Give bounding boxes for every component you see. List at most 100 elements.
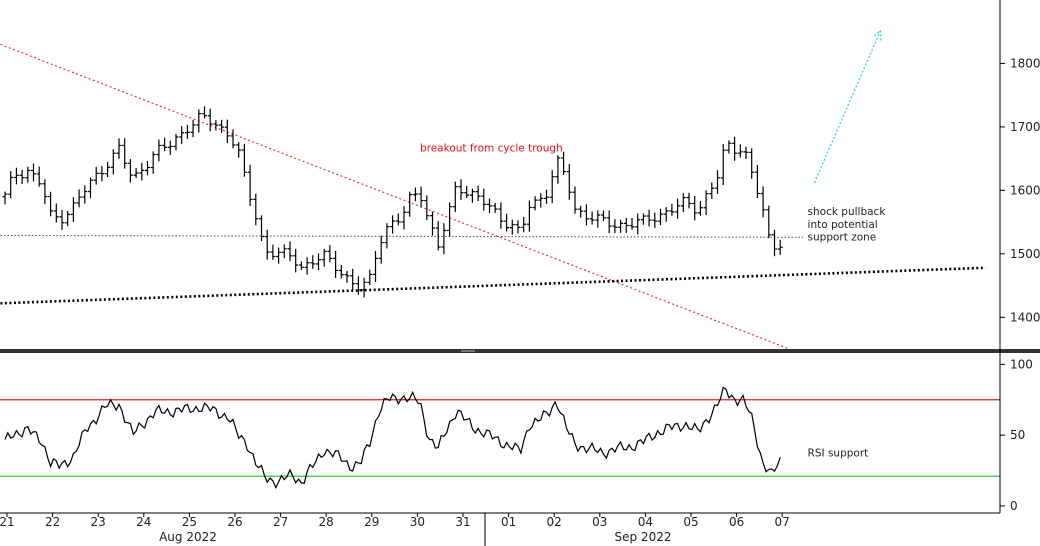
ohlc-bar <box>316 253 321 271</box>
price-y-tick-label: 1600 <box>1010 183 1040 197</box>
ohlc-bar <box>504 213 510 232</box>
ohlc-bar <box>19 169 25 184</box>
ohlc-bar <box>481 188 487 211</box>
ohlc-bar <box>544 189 549 204</box>
ohlc-bar <box>618 219 624 233</box>
ohlc-bar <box>521 216 527 233</box>
projection-arrow <box>813 30 882 184</box>
ohlc-bar <box>652 212 658 229</box>
ohlc-bar <box>561 151 567 175</box>
x-tick-label: 04 <box>638 515 653 529</box>
ohlc-bar <box>355 276 361 295</box>
ohlc-bar <box>726 140 732 154</box>
ohlc-bar <box>247 164 253 206</box>
ohlc-bar <box>190 119 196 138</box>
ohlc-bar <box>401 206 407 230</box>
ohlc-bar <box>179 126 185 144</box>
trendline-1 <box>0 266 986 305</box>
price-annotation: shock pullback <box>808 206 887 218</box>
ohlc-bar <box>464 185 470 198</box>
ohlc-bar <box>36 166 42 187</box>
ohlc-bar <box>492 202 498 213</box>
ohlc-bar <box>612 219 618 234</box>
ohlc-bar <box>509 219 515 235</box>
ohlc-bar <box>350 268 356 290</box>
rsi-y-tick-label: 0 <box>1010 499 1018 513</box>
ohlc-bar <box>167 140 173 155</box>
ohlc-bar <box>184 124 190 139</box>
x-tick-label: 05 <box>683 515 698 529</box>
ohlc-bar <box>82 185 88 204</box>
ohlc-bar <box>635 213 641 235</box>
ohlc-bar <box>253 193 259 226</box>
ohlc-bar <box>105 162 111 178</box>
ohlc-bar <box>595 210 601 228</box>
ohlc-bar <box>145 160 150 176</box>
price-y-tick-label: 1700 <box>1010 120 1040 134</box>
ohlc-bar <box>321 248 327 267</box>
ohlc-bar <box>737 144 743 158</box>
rsi-annotation: RSI support <box>808 447 869 459</box>
ohlc-bar <box>93 166 99 185</box>
ohlc-bar <box>287 241 293 262</box>
ohlc-bar <box>686 192 692 209</box>
x-tick-label: 01 <box>501 515 516 529</box>
ohlc-bar <box>150 151 156 174</box>
ohlc-bar <box>601 210 606 222</box>
ohlc-bar <box>623 217 629 233</box>
ohlc-bar <box>766 205 772 239</box>
x-tick-label: 25 <box>182 515 197 529</box>
price-annotation: into potential <box>808 219 878 231</box>
ohlc-bar <box>777 239 783 255</box>
price-annotation: breakout from cycle trough <box>420 143 563 155</box>
ohlc-bar <box>53 203 59 223</box>
ohlc-bar <box>715 170 720 195</box>
ohlc-bar <box>99 165 105 182</box>
ohlc-bar <box>703 190 709 216</box>
ohlc-bar <box>70 197 76 222</box>
ohlc-bar <box>749 148 755 179</box>
ohlc-bar <box>333 250 339 279</box>
ohlc-bar <box>361 277 367 298</box>
x-tick-label: 21 <box>0 515 15 529</box>
ohlc-bar <box>475 185 481 202</box>
ohlc-bar <box>663 207 669 222</box>
x-tick-label: 31 <box>455 515 470 529</box>
ohlc-bar <box>452 181 458 213</box>
ohlc-bar <box>498 202 504 229</box>
ohlc-bar <box>720 144 726 185</box>
ohlc-bar <box>430 211 435 236</box>
ohlc-bar <box>213 120 219 131</box>
ohlc-bar <box>424 195 430 221</box>
price-annotation: support zone <box>808 231 877 243</box>
ohlc-bar <box>162 137 168 152</box>
ohlc-bar <box>236 142 242 158</box>
ohlc-bar <box>578 205 584 218</box>
ohlc-bar <box>760 186 766 218</box>
ohlc-bar <box>207 108 213 132</box>
x-tick-label: 22 <box>45 515 60 529</box>
ohlc-bar <box>202 106 207 119</box>
ohlc-bar <box>241 143 247 177</box>
ohlc-bar <box>469 188 475 203</box>
ohlc-bar <box>732 136 738 161</box>
x-tick-label: 06 <box>729 515 744 529</box>
ohlc-bar <box>264 229 270 260</box>
ohlc-bar <box>412 187 418 202</box>
x-tick-label: 27 <box>273 515 288 529</box>
ohlc-bar <box>31 163 36 182</box>
ohlc-bar <box>133 168 139 179</box>
ohlc-bar <box>407 191 413 217</box>
projection-arrowhead <box>872 29 882 41</box>
ohlc-bar <box>270 244 276 260</box>
ohlc-bar <box>59 210 65 230</box>
ohlc-bar <box>743 146 749 159</box>
x-tick-label: 07 <box>775 515 790 529</box>
ohlc-bar <box>629 217 635 230</box>
ohlc-bar <box>224 119 230 143</box>
ohlc-bar <box>390 215 396 234</box>
ohlc-bar <box>566 163 572 200</box>
ohlc-bar <box>526 200 532 232</box>
panel-divider <box>0 349 1040 353</box>
x-tick-label: 23 <box>91 515 106 529</box>
